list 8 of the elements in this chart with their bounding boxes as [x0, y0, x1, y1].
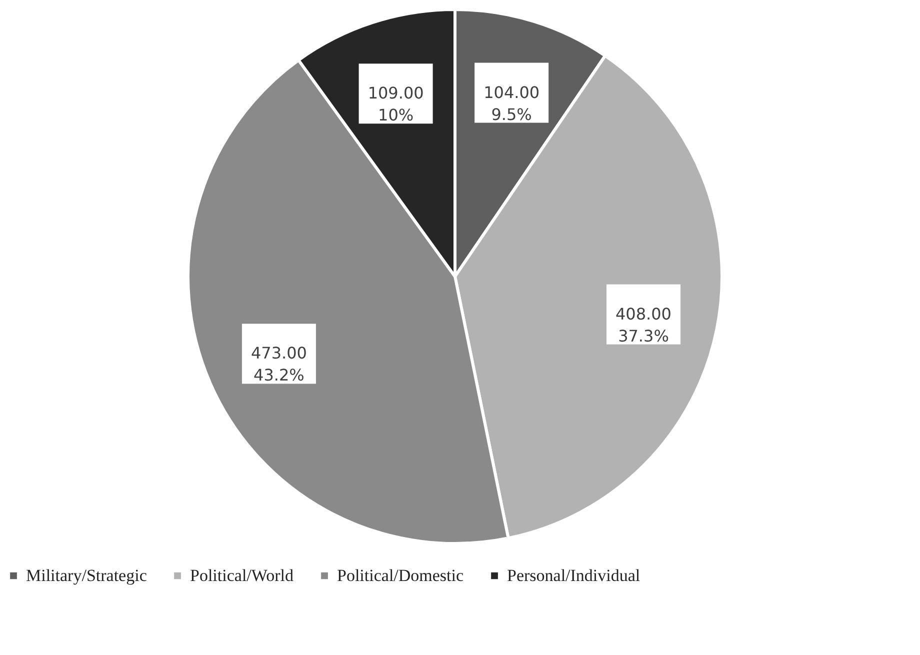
data-label: 104.00 9.5% — [484, 82, 540, 124]
data-label: 408.00 37.3% — [615, 304, 672, 346]
legend-label: Military/Strategic — [26, 566, 148, 585]
data-label: 109.00 10% — [368, 84, 424, 125]
legend-label: Personal/Individual — [507, 566, 640, 585]
data-label: 473.00 43.2% — [250, 344, 307, 385]
legend-label: Political/World — [190, 566, 294, 585]
legend-label: Political/Domestic — [337, 566, 464, 585]
